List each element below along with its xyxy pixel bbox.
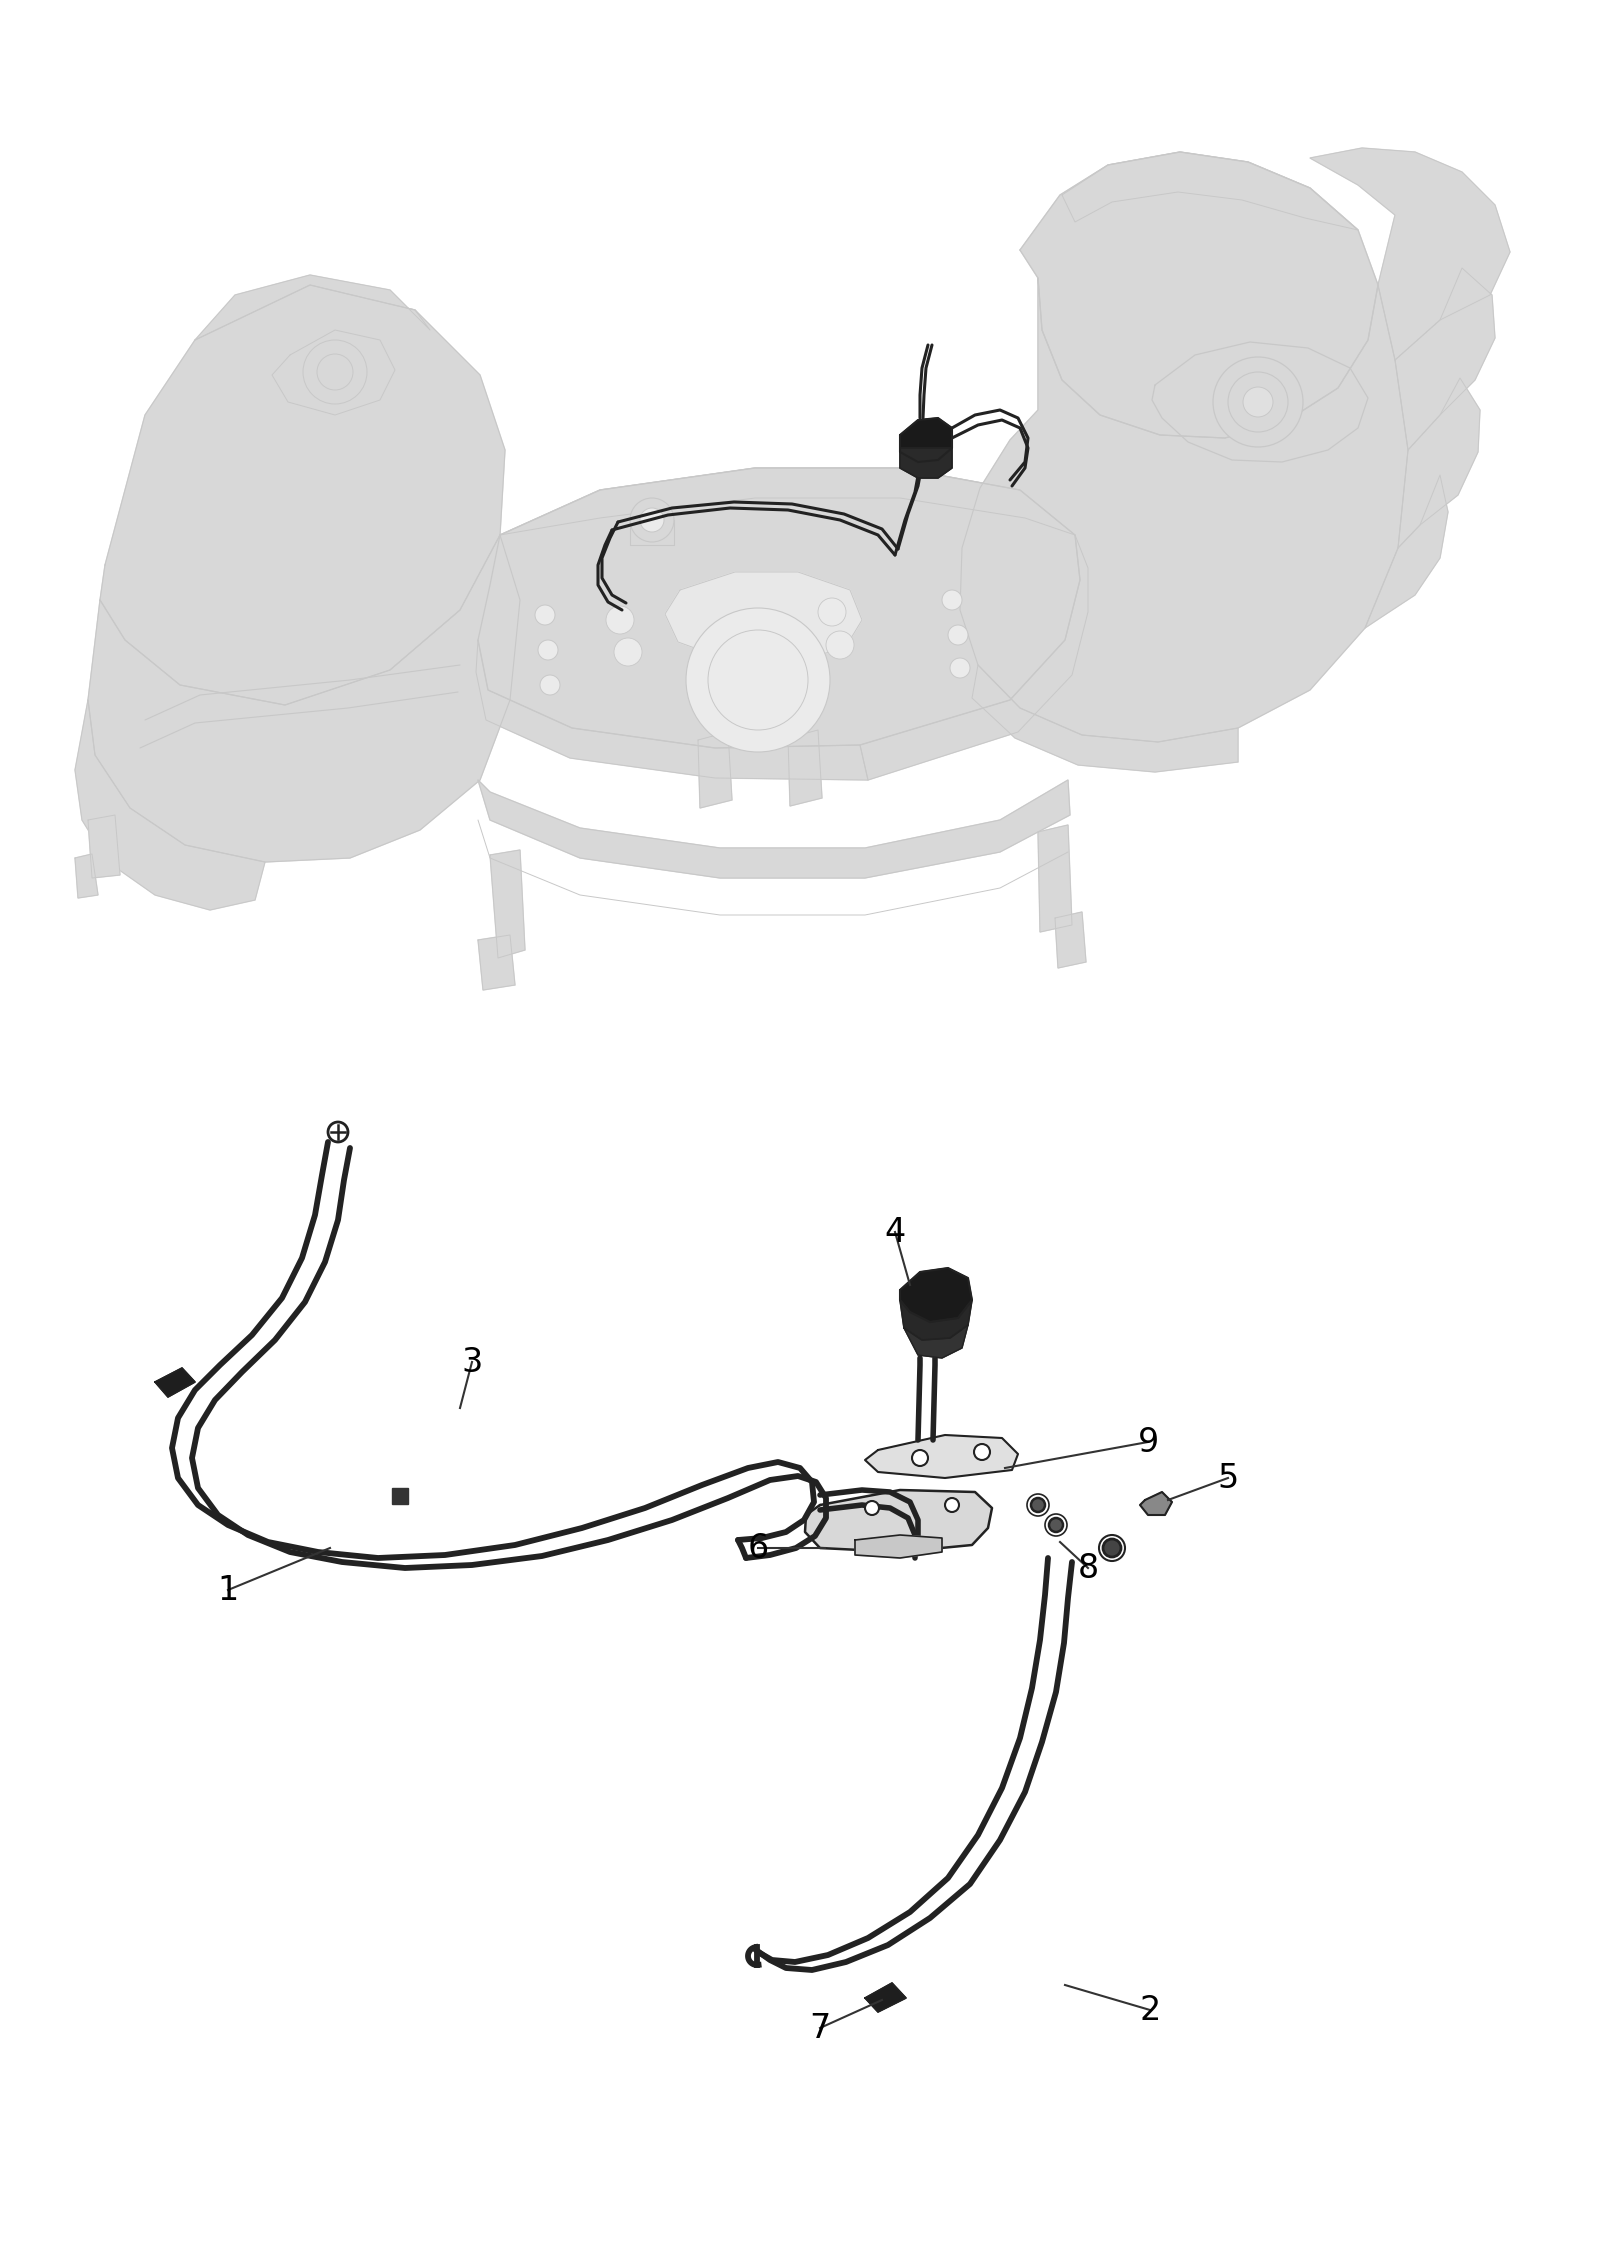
Polygon shape [1139,1493,1171,1516]
Polygon shape [1365,475,1448,629]
Polygon shape [866,1434,1018,1477]
Polygon shape [490,851,525,959]
Polygon shape [866,1984,906,2011]
Polygon shape [1062,152,1358,231]
Polygon shape [272,330,395,414]
Polygon shape [787,731,822,805]
Polygon shape [960,278,1408,742]
Polygon shape [899,418,952,461]
Circle shape [534,604,555,624]
Polygon shape [75,855,98,898]
Text: 6: 6 [747,1531,768,1565]
Polygon shape [904,1326,968,1357]
Polygon shape [1395,267,1494,450]
Polygon shape [899,448,952,477]
Circle shape [302,339,366,405]
Polygon shape [195,276,430,339]
Polygon shape [477,640,867,780]
Polygon shape [499,468,1075,536]
Circle shape [866,1502,878,1516]
Polygon shape [1152,342,1368,461]
Circle shape [1243,387,1274,416]
Circle shape [614,638,642,665]
Text: 4: 4 [885,1215,906,1249]
Polygon shape [854,1536,942,1559]
Polygon shape [88,536,520,862]
Circle shape [942,590,962,611]
Polygon shape [88,814,120,878]
Circle shape [1050,1518,1062,1531]
Circle shape [640,509,664,532]
Polygon shape [478,934,515,991]
Circle shape [946,1497,958,1511]
Circle shape [912,1450,928,1466]
Circle shape [606,606,634,633]
Polygon shape [99,285,506,706]
Circle shape [630,498,674,543]
Circle shape [826,631,854,658]
Bar [392,1488,408,1504]
Circle shape [818,597,846,627]
Circle shape [947,624,968,645]
Polygon shape [1038,826,1072,932]
Circle shape [1213,357,1302,448]
Polygon shape [861,536,1088,780]
Polygon shape [899,1301,973,1339]
Text: 7: 7 [810,2011,830,2045]
Circle shape [974,1443,990,1459]
Polygon shape [666,572,862,663]
Circle shape [317,353,354,389]
Polygon shape [1398,378,1480,547]
Text: 1: 1 [218,1574,238,1606]
Polygon shape [698,733,733,808]
Text: 8: 8 [1077,1552,1099,1583]
Circle shape [1030,1497,1045,1511]
Polygon shape [973,665,1238,771]
Circle shape [538,640,558,661]
Polygon shape [155,1369,195,1398]
Text: 3: 3 [461,1346,483,1378]
Polygon shape [1021,152,1378,439]
Circle shape [707,631,808,731]
Polygon shape [899,1269,973,1321]
Polygon shape [478,468,1080,749]
Polygon shape [1310,147,1510,360]
Circle shape [1102,1538,1122,1556]
Text: 2: 2 [1139,1993,1160,2027]
Circle shape [1229,371,1288,432]
Polygon shape [75,699,266,909]
Circle shape [541,674,560,694]
Circle shape [950,658,970,679]
Text: 5: 5 [1218,1461,1238,1495]
Circle shape [686,608,830,751]
Polygon shape [1054,912,1086,968]
Polygon shape [478,780,1070,878]
Text: 9: 9 [1138,1425,1158,1459]
Polygon shape [805,1491,992,1552]
Circle shape [328,1122,349,1142]
